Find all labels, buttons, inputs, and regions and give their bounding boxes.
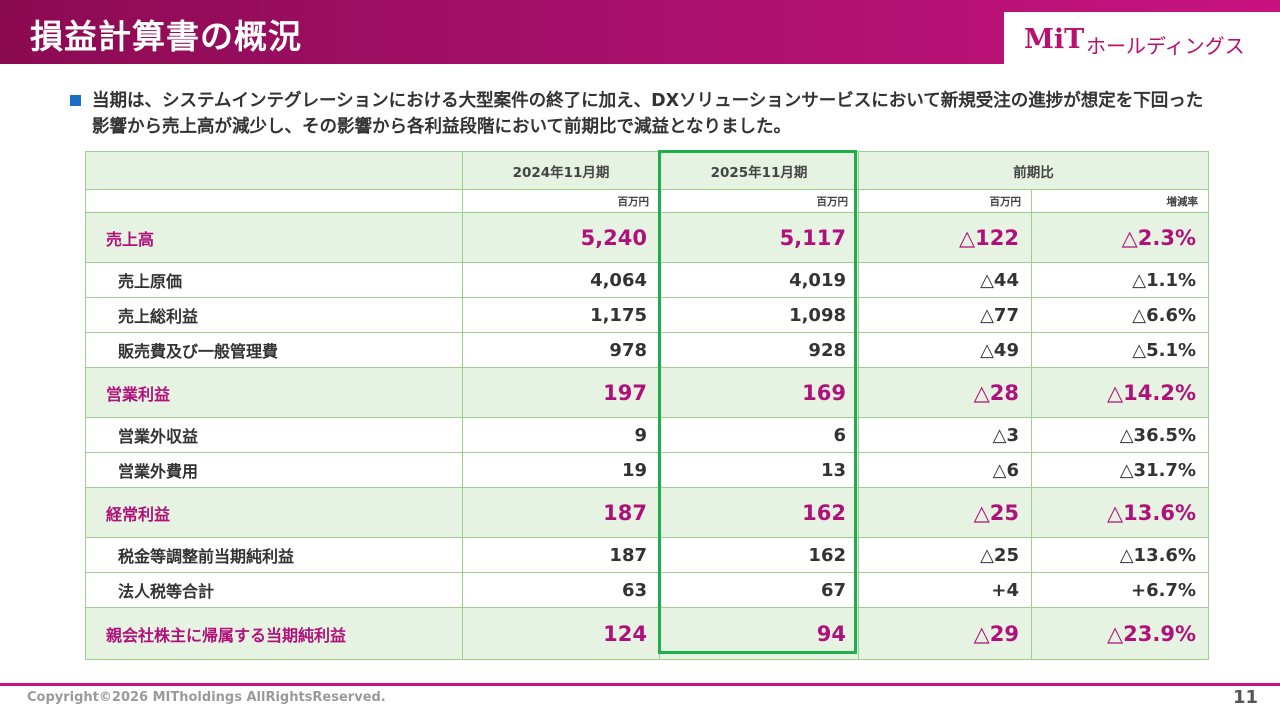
- row-label: 売上高: [85, 212, 463, 263]
- page-number: 11: [1232, 687, 1258, 708]
- row-label: 営業外収益: [85, 417, 463, 453]
- header-fy2025: 2025年11月期: [659, 151, 859, 190]
- table-row: 売上総利益 1,175 1,098 △77 △6.6%: [85, 297, 1209, 333]
- value-diff: △28: [858, 367, 1032, 418]
- value-fy2024: 978: [462, 332, 660, 368]
- square-bullet-icon: [70, 95, 81, 106]
- income-statement-table: 2024年11月期 2025年11月期 前期比 百万円 百万円 百万円 増減率 …: [85, 151, 1209, 660]
- value-fy2025: 162: [659, 537, 859, 573]
- value-fy2025: 13: [659, 452, 859, 488]
- unit-row: 百万円 百万円 百万円 増減率: [85, 189, 1209, 213]
- value-rate: △1.1%: [1031, 262, 1209, 298]
- row-label: 販売費及び一般管理費: [85, 332, 463, 368]
- value-fy2025: 5,117: [659, 212, 859, 263]
- unit-rate: 増減率: [1031, 189, 1209, 213]
- value-rate: △31.7%: [1031, 452, 1209, 488]
- row-label: 法人税等合計: [85, 572, 463, 608]
- header-fy2024: 2024年11月期: [462, 151, 660, 190]
- row-label: 営業利益: [85, 367, 463, 418]
- value-rate: +6.7%: [1031, 572, 1209, 608]
- value-fy2024: 63: [462, 572, 660, 608]
- table-row: 税金等調整前当期純利益 187 162 △25 △13.6%: [85, 537, 1209, 573]
- value-fy2025: 169: [659, 367, 859, 418]
- value-diff: △122: [858, 212, 1032, 263]
- table-row: 販売費及び一般管理費 978 928 △49 △5.1%: [85, 332, 1209, 368]
- company-logo: MiT ホールディングス: [1004, 12, 1280, 64]
- row-label: 営業外費用: [85, 452, 463, 488]
- footer-divider: [0, 683, 1280, 686]
- value-fy2024: 187: [462, 537, 660, 573]
- value-fy2024: 9: [462, 417, 660, 453]
- value-fy2025: 4,019: [659, 262, 859, 298]
- table-row: 経常利益 187 162 △25 △13.6%: [85, 487, 1209, 538]
- value-fy2024: 187: [462, 487, 660, 538]
- value-rate: △36.5%: [1031, 417, 1209, 453]
- unit-fy2025: 百万円: [659, 189, 859, 213]
- value-rate: △2.3%: [1031, 212, 1209, 263]
- value-fy2025: 67: [659, 572, 859, 608]
- value-diff: △25: [858, 487, 1032, 538]
- value-rate: △23.9%: [1031, 607, 1209, 660]
- value-rate: △6.6%: [1031, 297, 1209, 333]
- value-fy2024: 197: [462, 367, 660, 418]
- table-row: 親会社株主に帰属する当期純利益 124 94 △29 △23.9%: [85, 607, 1209, 660]
- row-label: 売上総利益: [85, 297, 463, 333]
- logo-text: ホールディングス: [1086, 34, 1245, 58]
- logo-mark: MiT: [1024, 24, 1085, 55]
- unit-blank-cell: [85, 189, 463, 213]
- table-row: 売上原価 4,064 4,019 △44 △1.1%: [85, 262, 1209, 298]
- header-blank-cell: [85, 151, 463, 190]
- table-row: 営業外収益 9 6 △3 △36.5%: [85, 417, 1209, 453]
- row-label: 税金等調整前当期純利益: [85, 537, 463, 573]
- value-fy2024: 4,064: [462, 262, 660, 298]
- row-label: 売上原価: [85, 262, 463, 298]
- value-fy2025: 928: [659, 332, 859, 368]
- table-header-row: 2024年11月期 2025年11月期 前期比: [85, 151, 1209, 190]
- value-diff: △3: [858, 417, 1032, 453]
- summary-bullet: 当期は、システムインテグレーションにおける大型案件の終了に加え、DXソリューショ…: [70, 88, 1210, 140]
- value-fy2024: 124: [462, 607, 660, 660]
- value-fy2024: 5,240: [462, 212, 660, 263]
- value-rate: △13.6%: [1031, 487, 1209, 538]
- value-diff: △77: [858, 297, 1032, 333]
- value-diff: △29: [858, 607, 1032, 660]
- header-bar: 損益計算書の概況 MiT ホールディングス: [0, 0, 1280, 64]
- value-diff: △6: [858, 452, 1032, 488]
- value-fy2025: 162: [659, 487, 859, 538]
- value-diff: △25: [858, 537, 1032, 573]
- value-fy2024: 19: [462, 452, 660, 488]
- value-diff: △49: [858, 332, 1032, 368]
- value-fy2024: 1,175: [462, 297, 660, 333]
- copyright-text: Copyright©2026 MITholdings AllRightsRese…: [27, 690, 386, 705]
- page-title: 損益計算書の概況: [30, 17, 302, 56]
- row-label: 経常利益: [85, 487, 463, 538]
- header-yoy: 前期比: [858, 151, 1209, 190]
- value-diff: +4: [858, 572, 1032, 608]
- row-label: 親会社株主に帰属する当期純利益: [85, 607, 463, 660]
- value-rate: △13.6%: [1031, 537, 1209, 573]
- value-rate: △5.1%: [1031, 332, 1209, 368]
- table-row: 営業外費用 19 13 △6 △31.7%: [85, 452, 1209, 488]
- table-row: 営業利益 197 169 △28 △14.2%: [85, 367, 1209, 418]
- value-fy2025: 1,098: [659, 297, 859, 333]
- value-fy2025: 94: [659, 607, 859, 660]
- table-row: 法人税等合計 63 67 +4 +6.7%: [85, 572, 1209, 608]
- unit-diff: 百万円: [858, 189, 1032, 213]
- unit-fy2024: 百万円: [462, 189, 660, 213]
- value-rate: △14.2%: [1031, 367, 1209, 418]
- table-row: 売上高 5,240 5,117 △122 △2.3%: [85, 212, 1209, 263]
- summary-text: 当期は、システムインテグレーションにおける大型案件の終了に加え、DXソリューショ…: [92, 91, 1204, 137]
- value-diff: △44: [858, 262, 1032, 298]
- value-fy2025: 6: [659, 417, 859, 453]
